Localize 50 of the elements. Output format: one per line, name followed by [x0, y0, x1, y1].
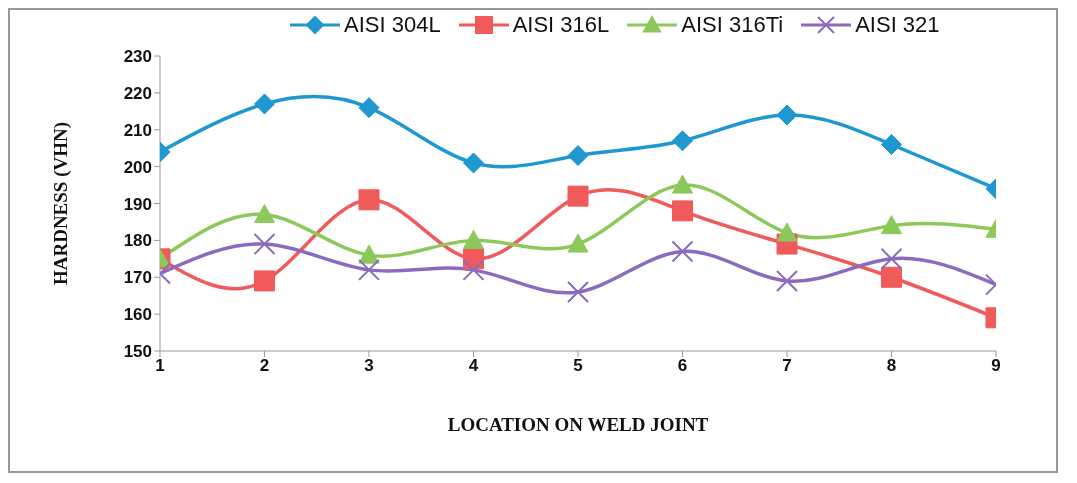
point	[671, 240, 694, 263]
point	[672, 174, 693, 194]
point	[567, 185, 589, 207]
point	[358, 189, 380, 211]
x-tick-label: 8	[886, 356, 897, 376]
y-tick-label: 200	[123, 157, 152, 177]
point	[881, 266, 902, 288]
point	[880, 247, 903, 270]
legend-label: AISI 316Ti	[681, 12, 784, 38]
y-tick-label: 220	[123, 83, 152, 103]
x-tick-label: 9	[991, 356, 1001, 376]
y-tick-label: 180	[123, 231, 152, 251]
y-tick-label: 150	[123, 342, 152, 362]
point	[358, 258, 380, 281]
point	[776, 222, 798, 242]
x-tick-label: 5	[573, 356, 583, 376]
point	[881, 134, 902, 155]
y-tick-label: 170	[123, 268, 152, 288]
point	[463, 229, 484, 249]
point	[254, 204, 275, 224]
legend-label: AISI 321	[855, 12, 940, 38]
point	[672, 200, 693, 222]
x-tick-label: 6	[677, 356, 688, 376]
point	[567, 281, 589, 303]
y-axis-title: HARDNESS (VHN)	[49, 121, 72, 286]
y-tick-label: 210	[123, 120, 152, 140]
point	[254, 270, 275, 292]
legend-label: AISI 316L	[512, 12, 610, 38]
x-tick-label: 4	[468, 356, 479, 376]
point	[463, 152, 484, 174]
point	[776, 104, 798, 126]
point	[776, 269, 798, 292]
x-tick-label: 2	[259, 356, 270, 376]
point	[462, 258, 485, 281]
legend-label: AISI 304L	[344, 12, 441, 38]
y-tick-label: 160	[123, 305, 152, 325]
y-tick-label: 190	[123, 194, 152, 214]
point	[253, 233, 276, 256]
y-tick-label: 230	[123, 47, 152, 67]
point	[672, 130, 693, 152]
x-tick-label: 7	[782, 356, 792, 376]
point	[254, 93, 275, 115]
point	[358, 97, 380, 119]
point	[358, 244, 380, 264]
point	[881, 215, 902, 235]
x-tick-label: 1	[155, 356, 165, 376]
point	[567, 145, 589, 167]
x-tick-label: 3	[364, 356, 374, 376]
x-axis-title: LOCATION ON WELD JOINT	[447, 414, 709, 435]
point	[567, 233, 589, 253]
